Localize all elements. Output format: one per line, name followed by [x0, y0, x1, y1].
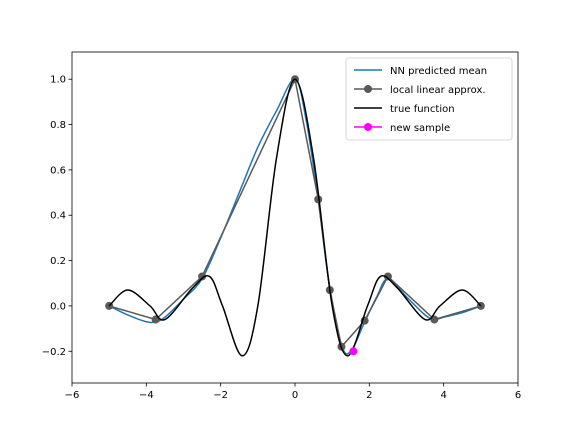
legend-swatch-marker-new-sample: [364, 123, 372, 131]
x-tick-label: −6: [65, 390, 80, 401]
x-tick-label: 2: [366, 390, 372, 401]
y-tick-label: 0.6: [50, 165, 66, 176]
series-line-nn-predicted-mean: [108, 78, 482, 355]
legend-label-new-sample: new sample: [390, 123, 450, 134]
data-point-local-linear-approx: [314, 195, 323, 204]
data-point-new-sample: [349, 347, 358, 356]
data-point-local-linear-approx: [383, 272, 392, 281]
x-tick-label: 4: [440, 390, 446, 401]
x-tick-label: 0: [292, 390, 298, 401]
y-tick-label: 0.0: [50, 301, 66, 312]
y-axis: −0.2 0.0 0.2 0.4 0.6 0.8 1.0: [42, 75, 72, 358]
legend-label-nn-predicted-mean: NN predicted mean: [390, 66, 487, 77]
x-tick-label: −4: [139, 390, 154, 401]
series-line-true-function: [108, 78, 482, 357]
x-axis: −6 −4 −2 0 2 4 6: [65, 383, 521, 401]
y-tick-label: −0.2: [42, 347, 66, 358]
legend-box: [345, 57, 513, 141]
legend-swatch-marker-local-linear-approx: [364, 85, 372, 93]
y-tick-label: 0.8: [50, 120, 66, 131]
series-layer: [105, 75, 485, 357]
y-tick-label: 0.2: [50, 256, 66, 267]
y-tick-label: 1.0: [50, 75, 66, 86]
legend-label-true-function: true function: [390, 104, 455, 115]
x-tick-label: 6: [515, 390, 521, 401]
x-tick-label: −2: [213, 390, 228, 401]
y-tick-label: 0.4: [50, 211, 66, 222]
data-point-local-linear-approx: [198, 272, 207, 281]
legend-label-local-linear-approx: local linear approx.: [390, 85, 486, 96]
legend: NN predicted mean local linear approx. tru…: [345, 57, 513, 141]
